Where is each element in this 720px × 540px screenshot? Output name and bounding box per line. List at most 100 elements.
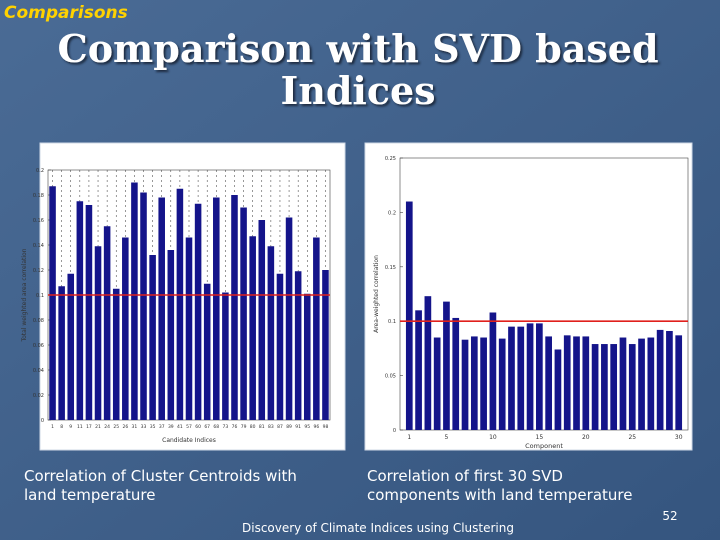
bar	[666, 330, 673, 430]
bar	[94, 246, 102, 420]
bar	[619, 337, 627, 430]
bar	[480, 337, 487, 430]
bar	[424, 296, 432, 430]
bar	[131, 182, 138, 420]
x-tick-label: 20	[582, 434, 590, 441]
bar	[498, 338, 506, 430]
x-tick-label: 10	[489, 434, 497, 441]
y-tick-label: 0.2	[388, 210, 396, 216]
x-tick-label: 30	[675, 434, 683, 441]
section-label: Comparisons	[4, 3, 128, 23]
page-number: 52	[662, 509, 677, 523]
y-tick-label: 0	[41, 418, 44, 424]
bar	[85, 205, 93, 420]
y-tick-label: 0.18	[33, 193, 44, 199]
x-tick-label: 9	[69, 424, 72, 430]
x-tick-label: 21	[95, 424, 101, 430]
bar	[638, 338, 645, 430]
x-tick-label: 8	[60, 424, 63, 430]
x-axis-label: Candidate Indices	[162, 437, 216, 444]
bar	[563, 335, 571, 430]
y-tick-label: 0.1	[36, 293, 44, 299]
x-tick-label: 31	[132, 424, 138, 430]
y-tick-label: 0.12	[33, 268, 44, 274]
y-tick-label: 0.15	[385, 265, 396, 271]
bar	[203, 283, 211, 420]
y-tick-label: 0.05	[385, 374, 396, 380]
x-tick-label: 1	[407, 434, 411, 441]
caption: Correlation of Cluster Centroids with lan…	[24, 467, 297, 504]
bar	[415, 310, 422, 430]
bar	[405, 201, 413, 430]
bar	[58, 286, 65, 420]
x-tick-label: 87	[277, 424, 283, 430]
y-tick-label: 0.2	[36, 168, 44, 174]
bar	[452, 317, 460, 430]
bar	[628, 344, 636, 430]
bar	[508, 326, 515, 430]
bar	[554, 349, 562, 430]
bar	[591, 344, 599, 430]
bar	[582, 336, 590, 430]
bar	[647, 337, 655, 430]
bar	[489, 312, 497, 430]
bar	[240, 207, 247, 420]
y-axis-label: Area-weighted correlation	[373, 255, 380, 333]
bar	[167, 250, 175, 420]
x-tick-label: 41	[177, 424, 183, 430]
x-tick-label: 57	[186, 424, 192, 430]
y-tick-label: 0.14	[33, 243, 44, 249]
bar	[526, 323, 534, 430]
bar	[103, 226, 111, 420]
x-tick-label: 98	[323, 424, 329, 430]
x-tick-label: 79	[241, 424, 247, 430]
x-tick-label: 35	[150, 424, 156, 430]
bar	[470, 336, 478, 430]
bar	[112, 288, 120, 420]
bar	[231, 195, 238, 420]
y-axis-label: Total weighted area correlation	[21, 248, 28, 342]
bar	[461, 339, 469, 430]
x-tick-label: 24	[104, 424, 110, 430]
y-tick-label: 0.02	[33, 393, 44, 399]
x-tick-label: 68	[213, 424, 219, 430]
y-tick-label: 0.1	[388, 319, 396, 325]
bar	[267, 246, 275, 420]
bar	[610, 344, 618, 430]
x-tick-label: 80	[250, 424, 256, 430]
bar	[517, 326, 525, 430]
bar	[443, 301, 450, 430]
x-tick-label: 60	[195, 424, 201, 430]
bar	[433, 337, 441, 430]
x-tick-label: 81	[259, 424, 265, 430]
bar	[285, 217, 293, 420]
x-tick-label: 39	[168, 424, 174, 430]
x-tick-label: 15	[536, 434, 544, 441]
bar	[185, 237, 193, 420]
y-tick-label: 0.06	[33, 343, 44, 349]
bar	[313, 237, 320, 420]
x-tick-label: 1	[51, 424, 54, 430]
bar	[222, 292, 229, 420]
bar	[213, 197, 220, 420]
bar	[573, 336, 580, 430]
bar	[76, 201, 84, 420]
bar	[656, 329, 664, 430]
x-tick-label: 73	[223, 424, 229, 430]
y-tick-label: 0.16	[33, 218, 44, 224]
x-tick-label: 26	[122, 424, 128, 430]
caption: Correlation of first 30 SVD components wi…	[367, 467, 632, 504]
x-tick-label: 37	[159, 424, 165, 430]
bar	[303, 293, 311, 420]
bar	[294, 271, 302, 420]
bar	[249, 236, 256, 420]
bar	[675, 335, 683, 430]
bar	[158, 197, 165, 420]
bar	[276, 273, 284, 420]
x-tick-label: 11	[77, 424, 83, 430]
y-tick-label: 0.25	[385, 156, 396, 162]
y-tick-label: 0	[393, 428, 396, 434]
bar	[49, 186, 56, 420]
x-tick-label: 5	[445, 434, 449, 441]
